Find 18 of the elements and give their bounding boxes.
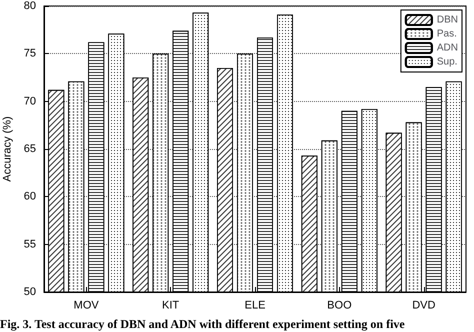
x-tick-label: MOV [74,300,100,312]
y-tick-label: 60 [24,190,36,203]
caption: Fig. 3. Test accuracy of DBN and ADN with different experiment setting on five [0,317,406,331]
legend-label: DBN [436,14,458,26]
y-tick-label: 55 [24,238,36,250]
x-tick-label: DVD [412,300,436,312]
y-tick-label: 75 [24,48,36,60]
y-tick-label: 50 [24,286,36,298]
y-tick-label: 65 [24,143,36,155]
legend-label: ADN [436,42,458,54]
y-tick-label: 70 [24,95,36,108]
x-tick-label: BOO [327,300,352,312]
legend-label: Pas. [436,28,457,40]
x-tick-label: ELE [244,300,266,312]
y-axis-title: Accuracy (%) [1,116,14,182]
legend-label: Sup. [436,56,458,68]
x-tick-label: KIT [162,300,180,312]
y-tick-label: 80 [24,0,36,12]
